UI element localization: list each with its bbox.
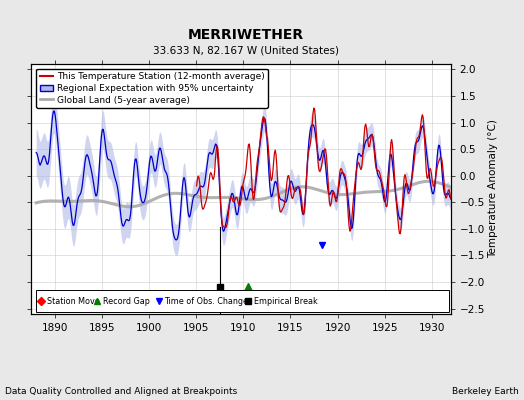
Legend: This Temperature Station (12-month average), Regional Expectation with 95% uncer: This Temperature Station (12-month avera… (36, 68, 268, 108)
Text: Empirical Break: Empirical Break (254, 297, 318, 306)
Text: Data Quality Controlled and Aligned at Breakpoints: Data Quality Controlled and Aligned at B… (5, 387, 237, 396)
FancyBboxPatch shape (36, 290, 449, 312)
Text: MERRIWETHER: MERRIWETHER (188, 28, 304, 42)
Text: Time of Obs. Change: Time of Obs. Change (164, 297, 248, 306)
Text: Berkeley Earth: Berkeley Earth (452, 387, 519, 396)
Text: 33.633 N, 82.167 W (United States): 33.633 N, 82.167 W (United States) (154, 45, 339, 55)
Text: Record Gap: Record Gap (103, 297, 150, 306)
Y-axis label: Temperature Anomaly (°C): Temperature Anomaly (°C) (488, 120, 498, 258)
Text: Station Move: Station Move (47, 297, 99, 306)
